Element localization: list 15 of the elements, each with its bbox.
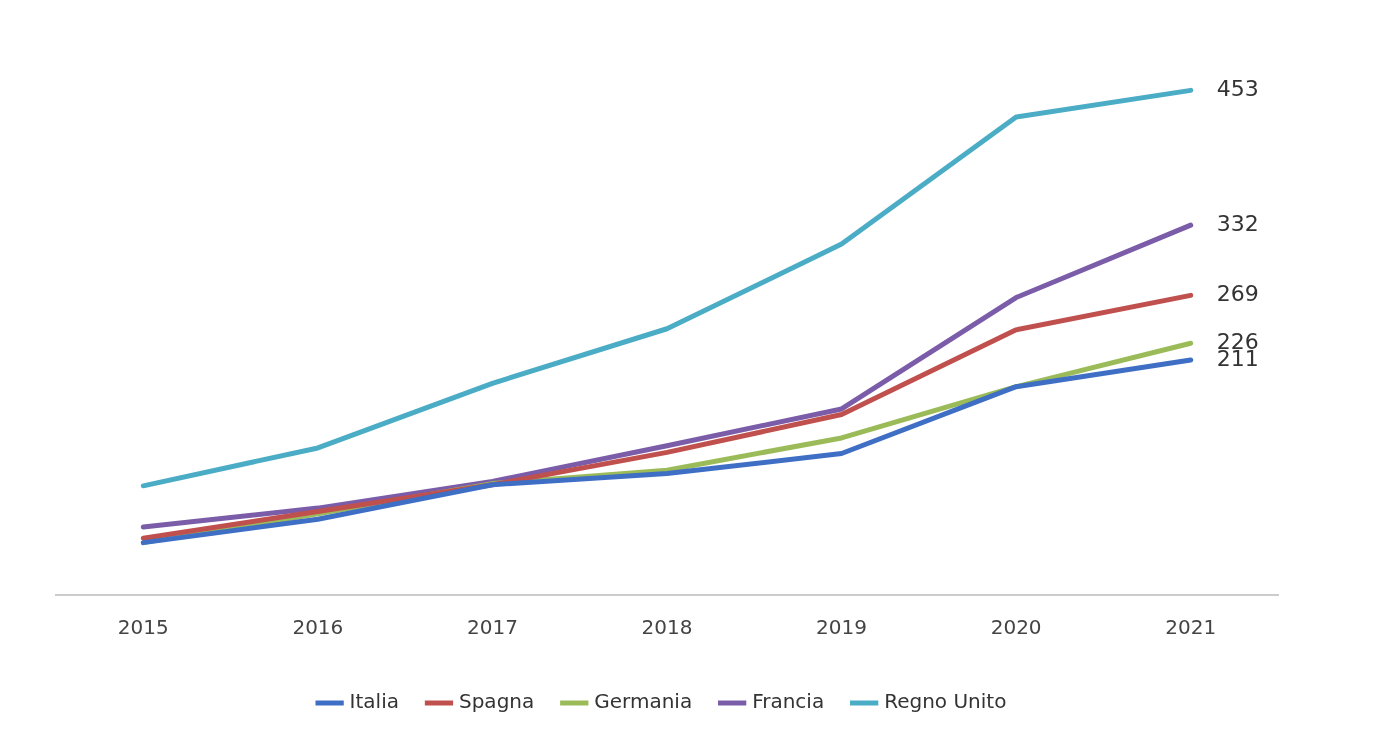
legend-label: Francia <box>752 689 825 714</box>
data-label: 269 <box>1216 281 1259 307</box>
data-label: 453 <box>1216 76 1259 102</box>
x-tick-label: 2016 <box>292 615 344 640</box>
x-tick-label: 2017 <box>466 615 518 640</box>
legend-label: Regno Unito <box>884 689 1007 714</box>
x-tick-label: 2020 <box>990 615 1042 640</box>
legend-label: Germania <box>594 689 693 714</box>
x-tick-label: 2015 <box>117 615 169 640</box>
x-tick-label: 2018 <box>641 615 693 640</box>
legend-label: Italia <box>349 689 399 714</box>
legend-label: Spagna <box>458 689 535 714</box>
data-label: 332 <box>1216 210 1259 236</box>
x-tick-label: 2021 <box>1165 615 1217 640</box>
x-tick-label: 2019 <box>816 615 868 640</box>
